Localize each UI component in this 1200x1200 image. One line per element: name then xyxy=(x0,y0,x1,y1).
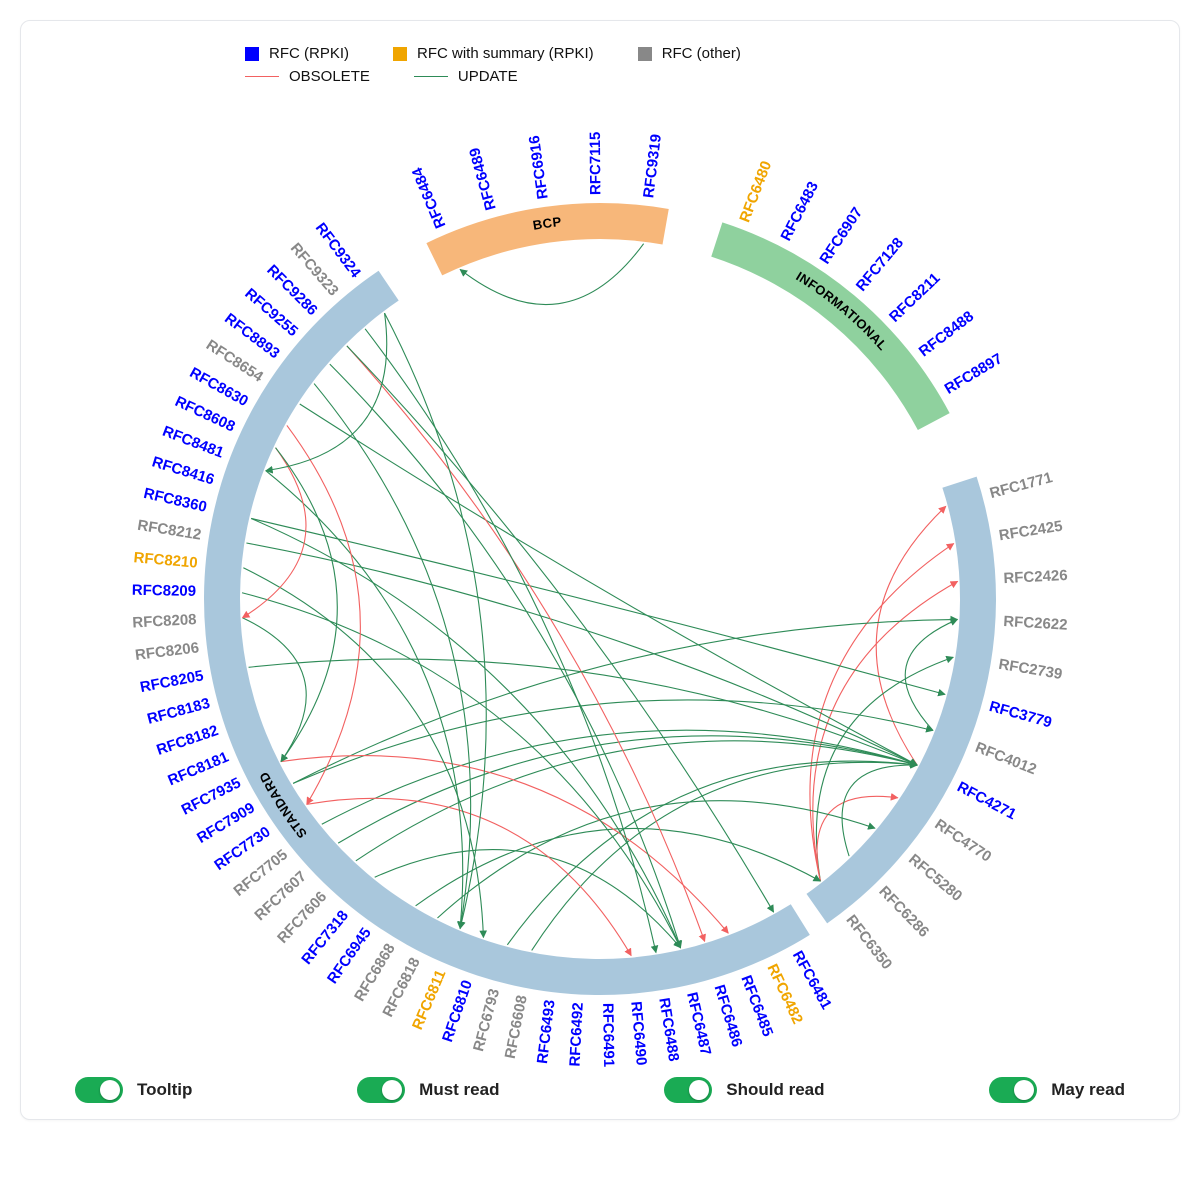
legend-row-nodes: RFC (RPKI) RFC with summary (RPKI) RFC (ot… xyxy=(245,45,995,62)
node-label[interactable]: RFC6490 xyxy=(627,1001,650,1066)
legend-label: RFC (other) xyxy=(662,45,741,62)
node-label[interactable]: RFC8183 xyxy=(145,695,211,728)
node-label[interactable]: RFC8360 xyxy=(142,485,208,516)
toggle-should-read[interactable]: Should read xyxy=(664,1077,824,1103)
diagram-card: RFC (RPKI) RFC with summary (RPKI) RFC (ot… xyxy=(20,20,1180,1120)
legend-swatch xyxy=(638,47,652,61)
edge xyxy=(437,801,875,918)
node-label[interactable]: RFC8488 xyxy=(916,308,977,360)
edge xyxy=(385,313,487,928)
node-label[interactable]: RFC8209 xyxy=(132,582,196,600)
legend-item: RFC with summary (RPKI) xyxy=(393,45,594,62)
toggle-may-read[interactable]: May read xyxy=(989,1077,1125,1103)
node-label[interactable]: RFC8416 xyxy=(150,453,216,488)
legend: RFC (RPKI) RFC with summary (RPKI) RFC (ot… xyxy=(45,45,1155,85)
node-label[interactable]: RFC8205 xyxy=(139,667,205,696)
node-label[interactable]: RFC6492 xyxy=(566,1002,586,1067)
node-label[interactable]: RFC5280 xyxy=(905,851,965,905)
node-label[interactable]: RFC4770 xyxy=(932,816,995,866)
toggle-label: May read xyxy=(1051,1080,1125,1100)
switch-icon xyxy=(989,1077,1037,1103)
node-label[interactable]: RFC6489 xyxy=(466,146,500,212)
node-label[interactable]: RFC6793 xyxy=(470,987,503,1053)
edge xyxy=(251,518,945,694)
node-label[interactable]: RFC6350 xyxy=(842,912,895,973)
edges xyxy=(242,244,958,956)
legend-row-edges: OBSOLETE UPDATE xyxy=(245,68,995,85)
node-label[interactable]: RFC1771 xyxy=(988,469,1054,502)
switch-icon xyxy=(75,1077,123,1103)
switch-icon xyxy=(357,1077,405,1103)
node-label[interactable]: RFC6487 xyxy=(683,991,714,1057)
node-label[interactable]: RFC6286 xyxy=(875,883,932,941)
toggle-label: Should read xyxy=(726,1080,824,1100)
node-label[interactable]: RFC6907 xyxy=(816,204,866,267)
node-label[interactable]: RFC8897 xyxy=(942,350,1006,398)
arc-other xyxy=(806,477,996,924)
edge xyxy=(287,425,360,804)
node-label[interactable]: RFC6810 xyxy=(439,978,476,1044)
node-label[interactable]: RFC3779 xyxy=(987,698,1053,731)
node-label[interactable]: RFC2426 xyxy=(1003,567,1068,587)
toggle-must-read[interactable]: Must read xyxy=(357,1077,499,1103)
node-label[interactable]: RFC8208 xyxy=(132,611,197,631)
edge xyxy=(242,593,680,948)
node-label[interactable]: RFC6916 xyxy=(526,134,552,200)
node-label[interactable]: RFC8210 xyxy=(133,549,198,572)
legend-line xyxy=(414,76,448,77)
toggle-bar: Tooltip Must read Should read May read xyxy=(45,1069,1155,1103)
node-label[interactable]: RFC7115 xyxy=(587,132,605,196)
toggle-label: Tooltip xyxy=(137,1080,192,1100)
arc-bcp xyxy=(426,203,668,275)
node-label[interactable]: RFC6493 xyxy=(534,999,559,1065)
node-label[interactable]: RFC6483 xyxy=(777,179,822,244)
edge xyxy=(300,404,917,765)
node-label[interactable]: RFC2739 xyxy=(997,656,1063,683)
legend-swatch xyxy=(245,47,259,61)
node-label[interactable]: RFC6491 xyxy=(599,1003,617,1067)
toggle-label: Must read xyxy=(419,1080,499,1100)
chord-diagram: BCPINFORMATIONALSTANDARDRFC6484RFC6489RF… xyxy=(50,89,1150,1069)
node-label[interactable]: RFC6486 xyxy=(710,983,745,1049)
switch-icon xyxy=(664,1077,712,1103)
node-label[interactable]: RFC8211 xyxy=(886,270,944,326)
legend-label: RFC with summary (RPKI) xyxy=(417,45,594,62)
node-label[interactable]: RFC9319 xyxy=(640,133,665,199)
legend-item: UPDATE xyxy=(414,68,518,85)
node-label[interactable]: RFC2622 xyxy=(1003,613,1068,634)
legend-item: RFC (RPKI) xyxy=(245,45,349,62)
edge xyxy=(876,506,946,765)
node-label[interactable]: RFC7128 xyxy=(853,235,907,295)
legend-item: RFC (other) xyxy=(638,45,741,62)
legend-item: OBSOLETE xyxy=(245,68,370,85)
legend-label: RFC (RPKI) xyxy=(269,45,349,62)
node-label[interactable]: RFC2425 xyxy=(998,518,1064,545)
node-label[interactable]: RFC8206 xyxy=(134,639,200,664)
legend-line xyxy=(245,76,279,77)
chart-wrap: BCPINFORMATIONALSTANDARDRFC6484RFC6489RF… xyxy=(45,89,1155,1069)
edge xyxy=(338,736,917,843)
node-label[interactable]: RFC6480 xyxy=(736,159,775,225)
edge xyxy=(330,364,681,948)
node-label[interactable]: RFC4012 xyxy=(973,739,1039,778)
node-label[interactable]: RFC8212 xyxy=(136,517,202,544)
node-label[interactable]: RFC6488 xyxy=(655,997,682,1063)
legend-label: UPDATE xyxy=(458,68,518,85)
node-label[interactable]: RFC6484 xyxy=(408,164,449,230)
edge xyxy=(356,741,917,861)
toggle-tooltip[interactable]: Tooltip xyxy=(75,1077,192,1103)
legend-label: OBSOLETE xyxy=(289,68,370,85)
node-label[interactable]: RFC4271 xyxy=(954,778,1019,823)
legend-swatch xyxy=(393,47,407,61)
node-label[interactable]: RFC6608 xyxy=(502,994,531,1060)
